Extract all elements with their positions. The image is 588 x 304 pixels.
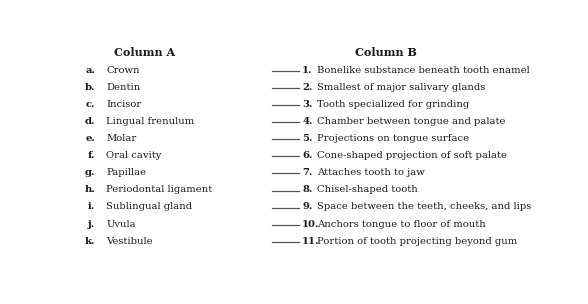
Text: Uvula: Uvula	[106, 219, 136, 229]
Text: 6.: 6.	[302, 151, 313, 160]
Text: 9.: 9.	[302, 202, 313, 212]
Text: Molar: Molar	[106, 134, 136, 143]
Text: Attaches tooth to jaw: Attaches tooth to jaw	[318, 168, 425, 177]
Text: Vestibule: Vestibule	[106, 237, 153, 246]
Text: Periodontal ligament: Periodontal ligament	[106, 185, 212, 194]
Text: Chisel-shaped tooth: Chisel-shaped tooth	[318, 185, 418, 194]
Text: e.: e.	[85, 134, 95, 143]
Text: Bonelike substance beneath tooth enamel: Bonelike substance beneath tooth enamel	[318, 66, 530, 75]
Text: Lingual frenulum: Lingual frenulum	[106, 117, 195, 126]
Text: 8.: 8.	[302, 185, 313, 194]
Text: d.: d.	[85, 117, 95, 126]
Text: Crown: Crown	[106, 66, 140, 75]
Text: 4.: 4.	[302, 117, 313, 126]
Text: Incisor: Incisor	[106, 100, 142, 109]
Text: k.: k.	[85, 237, 95, 246]
Text: 1.: 1.	[302, 66, 313, 75]
Text: Column B: Column B	[355, 47, 416, 58]
Text: Tooth specialized for grinding: Tooth specialized for grinding	[318, 100, 470, 109]
Text: 5.: 5.	[302, 134, 313, 143]
Text: f.: f.	[88, 151, 95, 160]
Text: 10.: 10.	[302, 219, 320, 229]
Text: 11.: 11.	[302, 237, 320, 246]
Text: 3.: 3.	[302, 100, 313, 109]
Text: Sublingual gland: Sublingual gland	[106, 202, 192, 212]
Text: Projections on tongue surface: Projections on tongue surface	[318, 134, 469, 143]
Text: b.: b.	[85, 83, 95, 92]
Text: Chamber between tongue and palate: Chamber between tongue and palate	[318, 117, 506, 126]
Text: i.: i.	[88, 202, 95, 212]
Text: Anchors tongue to floor of mouth: Anchors tongue to floor of mouth	[318, 219, 486, 229]
Text: h.: h.	[85, 185, 95, 194]
Text: g.: g.	[85, 168, 95, 177]
Text: c.: c.	[86, 100, 95, 109]
Text: Column A: Column A	[113, 47, 175, 58]
Text: Cone-shaped projection of soft palate: Cone-shaped projection of soft palate	[318, 151, 507, 160]
Text: Portion of tooth projecting beyond gum: Portion of tooth projecting beyond gum	[318, 237, 517, 246]
Text: Papillae: Papillae	[106, 168, 146, 177]
Text: 7.: 7.	[302, 168, 313, 177]
Text: Oral cavity: Oral cavity	[106, 151, 162, 160]
Text: a.: a.	[85, 66, 95, 75]
Text: Smallest of major salivary glands: Smallest of major salivary glands	[318, 83, 486, 92]
Text: 2.: 2.	[302, 83, 313, 92]
Text: Space between the teeth, cheeks, and lips: Space between the teeth, cheeks, and lip…	[318, 202, 532, 212]
Text: Dentin: Dentin	[106, 83, 141, 92]
Text: j.: j.	[88, 219, 95, 229]
